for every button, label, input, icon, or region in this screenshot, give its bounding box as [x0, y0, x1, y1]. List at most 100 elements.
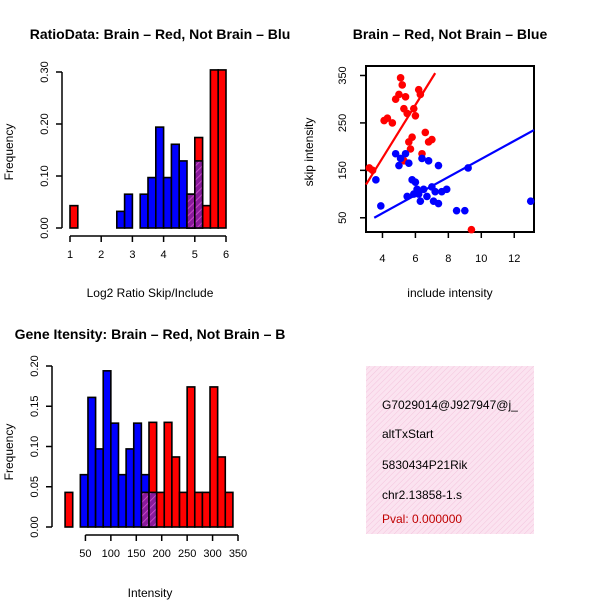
gene-intensity-title: Gene Itensity: Brain – Red, Not Brain – …: [15, 326, 286, 342]
not-brain-point: [423, 192, 431, 201]
not-brain-point: [526, 197, 535, 205]
y-tick-label: 350: [337, 66, 349, 84]
scatter-xlabel: include intensity: [407, 286, 492, 300]
not-brain-bar: [79, 473, 89, 528]
brain-point: [401, 93, 410, 101]
y-tick-label: 0.10: [29, 436, 41, 457]
brain-point: [383, 114, 392, 122]
not-brain-point: [416, 197, 425, 205]
scatter-fit-lines: [365, 72, 535, 219]
not-brain-bar: [178, 160, 188, 229]
brain-point: [398, 81, 407, 89]
brain-bar: [155, 491, 166, 528]
not-brain-point: [434, 199, 443, 208]
ratio-histogram-ylabel: Frequency: [2, 124, 16, 181]
ratio-histogram-xlabel: Log2 Ratio Skip/Include: [87, 286, 214, 300]
brain-point: [368, 166, 377, 175]
not-brain-point: [442, 185, 451, 194]
x-tick-label: 1: [67, 249, 73, 261]
brain-bar: [69, 204, 79, 229]
not-brain-point: [434, 161, 443, 170]
not-brain-bar: [116, 210, 126, 229]
brain-point: [403, 109, 411, 118]
gene-intensity-panel: Gene Itensity: Brain – Red, Not Brain – …: [2, 326, 285, 600]
locus-text: chr2.13858-1.s: [382, 488, 462, 502]
pval-text: Pval: 0.000000: [382, 512, 462, 526]
x-tick-label: 4: [161, 249, 167, 261]
brain-bar: [193, 491, 204, 528]
gene-intensity-xlabel: Intensity: [128, 586, 173, 600]
not-brain-bar: [139, 193, 149, 229]
ratio-histogram-title: RatioData: Brain – Red, Not Brain – Blu: [30, 26, 291, 42]
brain-bar: [171, 456, 181, 528]
not-brain-point: [464, 164, 472, 172]
not-brain-bar: [110, 422, 120, 528]
brain-bar: [178, 491, 188, 528]
scatter-ylabel: skip intensity: [302, 118, 316, 187]
not-brain-bar: [117, 473, 127, 528]
intensity-scatter-panel: Brain – Red, Not Brain – Blue 4 6 8 10 12 50 1…: [302, 26, 547, 300]
y-tick-label: 250: [337, 114, 349, 132]
x-tick-label: 4: [379, 253, 385, 265]
ratio-histogram-panel: RatioData: Brain – Red, Not Brain – Blu …: [2, 26, 290, 300]
brain-bar: [209, 69, 219, 229]
x-tick-label: 2: [98, 249, 104, 261]
not-brain-point: [395, 161, 403, 170]
not-brain-point: [403, 192, 411, 201]
not-brain-bar: [132, 422, 143, 528]
y-tick-label: 0.05: [29, 476, 41, 497]
y-tick-label: 0.15: [29, 396, 41, 417]
overlap-bar: [148, 491, 158, 528]
brain-point: [421, 128, 430, 137]
not-brain-point: [377, 202, 385, 210]
brain-point: [416, 90, 425, 99]
overlap-bar: [140, 491, 150, 528]
x-tick-label: 5: [192, 249, 198, 261]
gene-intensity-bars: [64, 370, 234, 528]
not-brain-fit-line: [373, 129, 535, 219]
gene-intensity-ylabel: Frequency: [2, 424, 16, 481]
brain-point: [396, 74, 405, 82]
brain-bar: [217, 69, 227, 229]
brain-bar: [163, 421, 173, 528]
y-tick-label: 0.00: [39, 217, 51, 238]
x-tick-label: 8: [445, 253, 451, 265]
scatter-points: [365, 74, 535, 234]
info-panel-background: [366, 366, 534, 534]
not-brain-bar: [94, 448, 105, 528]
brain-point: [409, 104, 418, 113]
not-brain-bar: [155, 126, 165, 229]
brain-point: [395, 90, 403, 99]
brain-fit-line: [365, 72, 437, 186]
x-tick-label: 100: [102, 548, 120, 560]
x-tick-label: 200: [153, 548, 171, 560]
brain-bar: [209, 386, 219, 528]
not-brain-bar: [125, 448, 135, 528]
event-id-text: G7029014@J927947@j_: [382, 398, 518, 412]
x-tick-label: 350: [229, 548, 247, 560]
x-tick-label: 6: [412, 253, 418, 265]
gene-intensity-axes: 50 100 150 200 250 300 350 0.00 0.05 0.10 0.15 0.20: [29, 355, 247, 560]
brain-bar: [201, 491, 211, 528]
brain-point: [411, 112, 420, 120]
not-brain-bar: [170, 143, 180, 229]
not-brain-point: [372, 176, 380, 184]
y-tick-label: 0.20: [39, 113, 51, 134]
not-brain-bar: [123, 193, 134, 229]
x-tick-label: 150: [127, 548, 145, 560]
not-brain-point: [414, 190, 423, 198]
y-tick-label: 0.10: [39, 165, 51, 186]
brain-point: [388, 119, 397, 127]
brain-bar: [64, 491, 74, 528]
not-brain-point: [411, 178, 420, 186]
ratio-histogram-axes: 1 2 3 4 5 6 0.00 0.10 0.20 0.30: [39, 61, 229, 261]
x-tick-label: 50: [79, 548, 91, 560]
y-tick-label: 0.20: [29, 355, 41, 376]
y-tick-label: 0.30: [39, 61, 51, 82]
y-tick-label: 0.00: [29, 516, 41, 537]
brain-point: [408, 133, 416, 141]
overlap-bar: [186, 193, 196, 229]
not-brain-bar: [102, 370, 112, 528]
brain-point: [428, 135, 436, 144]
